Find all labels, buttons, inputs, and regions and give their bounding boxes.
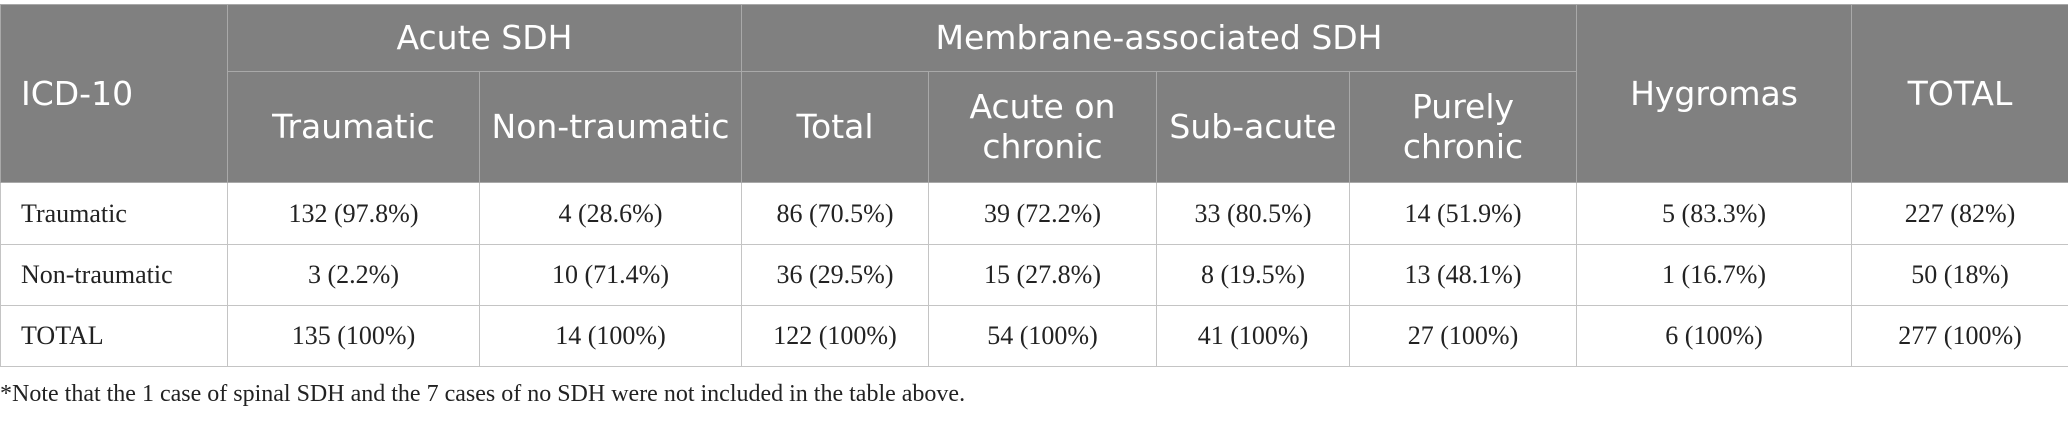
table-cell: 86 (70.5%)	[741, 182, 929, 245]
hygromas-header: Hygromas	[1576, 4, 1853, 183]
table-cell: 10 (71.4%)	[479, 244, 742, 306]
icd-header: ICD-10	[0, 4, 228, 183]
table-cell: 132 (97.8%)	[227, 182, 480, 245]
row-label: Traumatic	[0, 182, 228, 245]
table-cell: 277 (100%)	[1851, 305, 2068, 367]
table-cell: 54 (100%)	[928, 305, 1157, 367]
table-cell: 3 (2.2%)	[227, 244, 480, 306]
purely-chronic-header: Purely chronic	[1348, 71, 1578, 183]
row-label: Non-traumatic	[0, 244, 228, 306]
table-cell: 14 (51.9%)	[1348, 182, 1578, 245]
table-header: ICD-10 Acute SDH Membrane-associated SDH…	[0, 4, 2068, 183]
table-cell: 6 (100%)	[1576, 305, 1853, 367]
row-label: TOTAL	[0, 305, 228, 367]
membrane-sdh-header: Membrane-associated SDH	[740, 4, 1578, 72]
table-cell: 36 (29.5%)	[741, 244, 929, 306]
sdh-table: ICD-10 Acute SDH Membrane-associated SDH…	[0, 4, 2068, 367]
acute-non-traumatic-header: Non-traumatic	[479, 71, 742, 183]
table-cell: 13 (48.1%)	[1348, 244, 1578, 306]
table-row-non-traumatic: Non-traumatic 3 (2.2%) 10 (71.4%) 36 (29…	[0, 244, 2068, 306]
table-cell: 14 (100%)	[479, 305, 742, 367]
table-cell: 5 (83.3%)	[1576, 182, 1853, 245]
table-body: Traumatic 132 (97.8%) 4 (28.6%) 86 (70.5…	[0, 182, 2068, 367]
table-cell: 41 (100%)	[1156, 305, 1350, 367]
table-cell: 27 (100%)	[1348, 305, 1578, 367]
table-cell: 15 (27.8%)	[928, 244, 1157, 306]
table-footnote: *Note that the 1 case of spinal SDH and …	[0, 381, 966, 407]
acute-traumatic-header: Traumatic	[227, 71, 480, 183]
table-container: ICD-10 Acute SDH Membrane-associated SDH…	[0, 4, 2068, 367]
table-cell: 227 (82%)	[1851, 182, 2068, 245]
header-row-2: Traumatic Non-traumatic Total Acute on c…	[1, 71, 2068, 183]
table-cell: 39 (72.2%)	[928, 182, 1157, 245]
total-header: TOTAL	[1851, 4, 2068, 183]
header-row-1: ICD-10 Acute SDH Membrane-associated SDH…	[0, 4, 2068, 183]
table-cell: 4 (28.6%)	[479, 182, 742, 245]
table-cell: 1 (16.7%)	[1576, 244, 1853, 306]
table-row-traumatic: Traumatic 132 (97.8%) 4 (28.6%) 86 (70.5…	[0, 182, 2068, 245]
table-cell: 8 (19.5%)	[1156, 244, 1350, 306]
table-cell: 50 (18%)	[1851, 244, 2068, 306]
table-row-total: TOTAL 135 (100%) 14 (100%) 122 (100%) 54…	[0, 305, 2068, 367]
acute-on-chronic-header: Acute on chronic	[928, 71, 1157, 183]
table-cell: 122 (100%)	[741, 305, 929, 367]
membrane-total-header: Total	[741, 71, 929, 183]
table-cell: 33 (80.5%)	[1156, 182, 1350, 245]
sub-acute-header: Sub-acute	[1156, 71, 1350, 183]
table-cell: 135 (100%)	[227, 305, 480, 367]
acute-sdh-header: Acute SDH	[227, 4, 742, 72]
